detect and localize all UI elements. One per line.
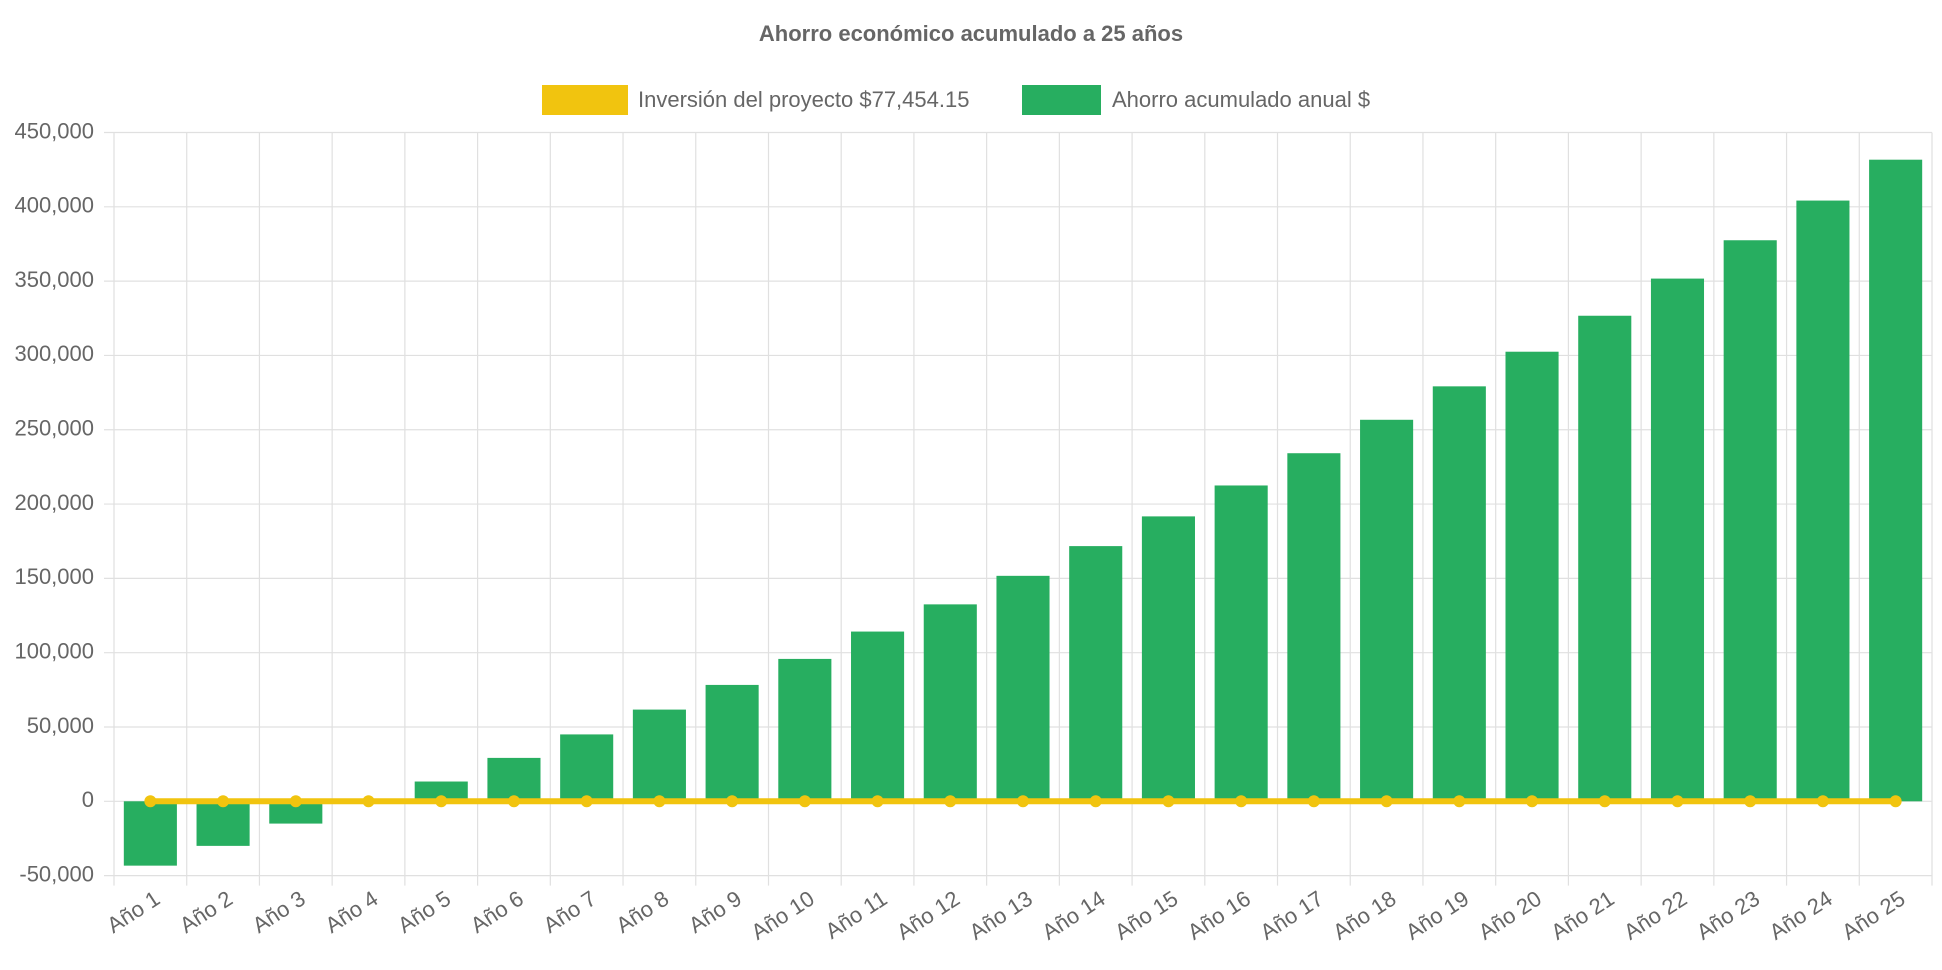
line-point bbox=[289, 795, 302, 808]
x-tick-label: Año 12 bbox=[892, 886, 964, 945]
bar bbox=[414, 781, 468, 802]
bar bbox=[269, 801, 323, 824]
line-point bbox=[144, 795, 157, 808]
legend-label: Inversión del proyecto $77,454.15 bbox=[638, 87, 969, 112]
line-point bbox=[1017, 795, 1029, 808]
line-point bbox=[1889, 795, 1902, 808]
bar bbox=[1578, 315, 1632, 802]
y-tick-label: 100,000 bbox=[14, 638, 94, 663]
bar bbox=[1432, 386, 1486, 802]
line-point bbox=[944, 795, 957, 808]
x-tick-label: Año 9 bbox=[684, 886, 746, 938]
bar bbox=[1869, 159, 1923, 802]
x-tick-label: Año 20 bbox=[1474, 886, 1546, 945]
line-point bbox=[1744, 795, 1757, 808]
line-point bbox=[798, 795, 811, 808]
x-tick-label: Año 11 bbox=[821, 886, 892, 944]
x-tick-label: Año 4 bbox=[321, 886, 383, 938]
line-point bbox=[507, 795, 520, 808]
y-tick-label: 450,000 bbox=[14, 118, 94, 143]
bar bbox=[1069, 546, 1123, 802]
x-tick-label: Año 10 bbox=[747, 886, 819, 945]
x-tick-label: Año 6 bbox=[466, 886, 528, 938]
line-point bbox=[1598, 795, 1611, 808]
line-point bbox=[1307, 795, 1320, 808]
line-point bbox=[1380, 795, 1393, 808]
legend-label: Ahorro acumulado anual $ bbox=[1112, 87, 1370, 112]
line-point bbox=[1089, 795, 1102, 808]
bar bbox=[1360, 419, 1414, 802]
x-tick-label: Año 18 bbox=[1328, 886, 1400, 945]
line-point bbox=[1453, 795, 1466, 808]
bar bbox=[1214, 485, 1268, 802]
bar bbox=[632, 709, 686, 802]
line-point bbox=[726, 795, 739, 808]
x-tick-label: Año 17 bbox=[1256, 886, 1328, 945]
bar bbox=[996, 575, 1050, 802]
x-tick-label: Año 16 bbox=[1183, 886, 1255, 945]
x-tick-label: Año 3 bbox=[248, 886, 310, 938]
x-tick-label: Año 5 bbox=[393, 886, 455, 938]
line-point bbox=[580, 795, 593, 808]
bar bbox=[705, 684, 759, 802]
x-tick-label: Año 19 bbox=[1401, 886, 1473, 945]
y-tick-label: 250,000 bbox=[14, 416, 94, 441]
bar bbox=[196, 801, 250, 846]
x-tick-label: Año 25 bbox=[1837, 886, 1909, 945]
bar bbox=[1723, 240, 1777, 802]
line-point bbox=[1526, 795, 1539, 808]
bar bbox=[1796, 200, 1850, 802]
line-point bbox=[653, 795, 666, 808]
bar bbox=[1650, 278, 1705, 802]
line-point bbox=[1162, 795, 1175, 808]
bar bbox=[778, 658, 832, 802]
chart-title: Ahorro económico acumulado a 25 años bbox=[759, 21, 1183, 46]
bar bbox=[923, 604, 977, 802]
x-tick-label: Año 1 bbox=[102, 886, 164, 938]
line-point bbox=[362, 795, 375, 808]
line-point bbox=[871, 795, 884, 808]
bar bbox=[851, 631, 905, 802]
line-point bbox=[217, 795, 230, 808]
x-tick-label: Año 24 bbox=[1765, 886, 1837, 945]
bar bbox=[560, 734, 614, 802]
line-point bbox=[1671, 795, 1684, 808]
y-tick-label: -50,000 bbox=[19, 861, 94, 886]
line-point bbox=[1816, 795, 1829, 808]
x-tick-label: Año 13 bbox=[965, 886, 1037, 945]
bar bbox=[123, 801, 177, 866]
x-tick-label: Año 8 bbox=[611, 886, 673, 938]
legend-swatch bbox=[1022, 85, 1101, 115]
x-tick-label: Año 15 bbox=[1110, 886, 1182, 945]
x-tick-label: Año 14 bbox=[1038, 886, 1110, 945]
y-tick-label: 50,000 bbox=[27, 713, 94, 738]
line-point bbox=[435, 795, 448, 808]
bar bbox=[1287, 453, 1341, 802]
bar bbox=[1505, 351, 1559, 802]
y-tick-label: 400,000 bbox=[14, 193, 94, 218]
bar bbox=[1141, 516, 1195, 802]
y-tick-label: 0 bbox=[82, 787, 94, 812]
x-tick-label: Año 22 bbox=[1619, 886, 1691, 945]
y-tick-label: 200,000 bbox=[14, 490, 94, 515]
x-tick-label: Año 21 bbox=[1547, 886, 1619, 945]
x-tick-label: Año 7 bbox=[539, 886, 601, 938]
legend-swatch bbox=[542, 85, 628, 115]
bar bbox=[487, 757, 541, 802]
line-point bbox=[1235, 795, 1248, 808]
y-tick-label: 300,000 bbox=[14, 341, 94, 366]
x-tick-label: Año 23 bbox=[1692, 886, 1764, 945]
y-tick-label: 150,000 bbox=[14, 564, 94, 589]
y-tick-label: 350,000 bbox=[14, 267, 94, 292]
x-tick-label: Año 2 bbox=[175, 886, 237, 938]
